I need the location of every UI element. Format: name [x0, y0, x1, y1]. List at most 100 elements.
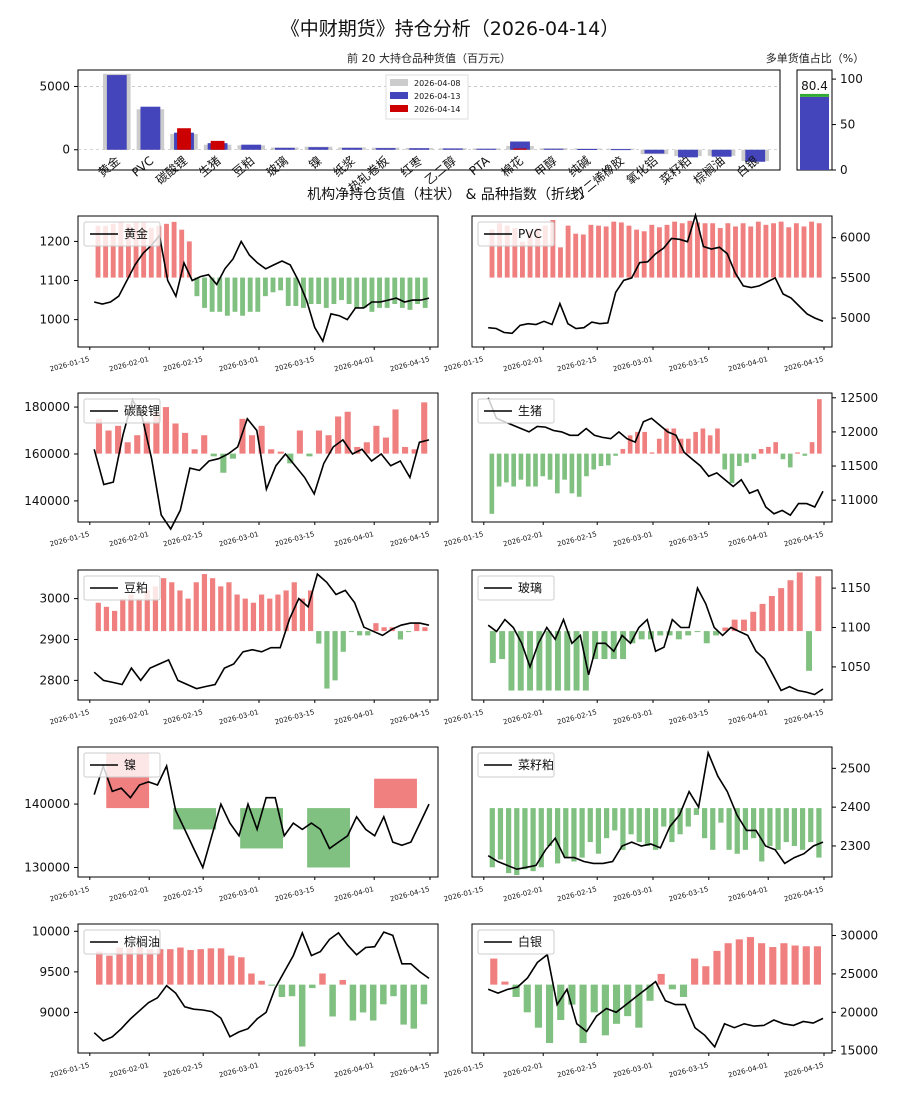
- panel-hog-bar: [715, 428, 720, 454]
- panel-palm-bar: [390, 984, 397, 997]
- panel-pvc-bar: [565, 225, 571, 278]
- panel-glass-ytick-label: 1050: [840, 660, 871, 674]
- panel-hog-ytick-label: 11000: [840, 493, 878, 507]
- panel-rapemeal-bar: [767, 808, 773, 846]
- panel-soymeal-bar: [414, 623, 420, 632]
- panel-silver-bar: [735, 939, 743, 985]
- panel-pvc-bar: [786, 227, 792, 278]
- panel-silver-bar: [802, 946, 810, 985]
- panel-rapemeal-bar: [701, 808, 708, 839]
- panel-rapemeal-index-line: [487, 749, 824, 871]
- top20-bar-1: [308, 147, 329, 150]
- panel-glass-bar: [703, 631, 710, 644]
- panel-hog-bar: [671, 428, 677, 454]
- panel-soymeal-bar: [422, 627, 428, 632]
- panel-palm-ytick-label: 10000: [32, 924, 70, 938]
- panel-soymeal-xtick-label: 2026-02-01: [108, 708, 149, 726]
- panel-soymeal-bar: [144, 590, 150, 632]
- panel-soymeal-bar: [136, 598, 142, 632]
- panel-palm-bar: [156, 949, 164, 985]
- panel-lithium-bar: [421, 402, 428, 454]
- panel-gold-bar: [399, 277, 405, 308]
- panel-glass-bar: [620, 631, 627, 660]
- panel-nickel-xtick-label: 2026-04-15: [389, 885, 430, 903]
- panel-rapemeal-bar: [693, 808, 700, 815]
- top20-bar-1: [711, 149, 732, 157]
- panel-soymeal-bar: [128, 594, 134, 632]
- panel-glass-xtick-label: 2026-02-15: [556, 708, 597, 726]
- panel-palm-xtick-label: 2026-01-15: [49, 1061, 90, 1079]
- panel-pvc-bar: [603, 226, 609, 278]
- panel-glass-bar: [685, 631, 692, 636]
- panel-gold-xtick-label: 2026-03-01: [218, 355, 259, 373]
- panel-rapemeal-bar: [710, 808, 716, 850]
- panel-gold-bar: [346, 277, 352, 304]
- panel-pvc-bar: [489, 229, 495, 278]
- panel-hog-bar: [758, 448, 764, 454]
- panel-hog-ytick-label: 12500: [840, 391, 878, 405]
- panel-soymeal-bar: [95, 602, 101, 632]
- panel-nickel-xtick-label: 2026-03-15: [274, 885, 315, 903]
- panel-hog-bar: [547, 453, 553, 480]
- panel-pvc-bar: [542, 225, 548, 278]
- panel-hog-xtick-label: 2026-02-01: [502, 530, 543, 548]
- panel-gold-ytick-label: 1000: [39, 313, 70, 327]
- panel-hog-bar: [504, 453, 509, 483]
- panel-gold-frame: [77, 215, 439, 348]
- panel-lithium-xtick-label: 2026-04-15: [389, 530, 430, 548]
- panel-pvc-bar: [763, 224, 769, 278]
- top20-bar-1: [476, 148, 497, 150]
- panel-rapemeal-ytick-label: 2300: [840, 839, 871, 853]
- panel-pvc-bar: [656, 227, 662, 278]
- panel-soymeal-bar: [283, 590, 289, 632]
- panel-rapemeal-bar: [750, 808, 757, 839]
- panel-hog-xtick-label: 2026-03-01: [612, 530, 653, 548]
- panel-hog-bar: [562, 453, 567, 480]
- panel-soymeal-bar: [120, 598, 126, 632]
- panel-hog-bar: [787, 453, 793, 468]
- panel-rapemeal-ytick-label: 2500: [840, 761, 871, 775]
- panel-rapemeal-bar: [685, 808, 691, 827]
- panel-glass-legend-box: [477, 575, 555, 601]
- panel-glass-bar: [787, 580, 794, 632]
- panel-soymeal-bar: [242, 598, 248, 632]
- panel-lithium-bar: [268, 449, 275, 454]
- panel-hog-bar: [605, 453, 611, 466]
- panel-glass-bar: [815, 576, 822, 632]
- panel-glass-bar: [499, 631, 506, 660]
- panel-hog-bar: [569, 453, 575, 494]
- panel-palm-bar: [136, 947, 144, 985]
- panel-hog-bar: [525, 453, 531, 487]
- panel-gold-bar: [270, 277, 276, 293]
- panel-nickel-xtick-label: 2026-03-01: [218, 885, 259, 903]
- panel-lithium-xtick-label: 2026-03-15: [274, 530, 315, 548]
- panel-gold-bar: [217, 277, 223, 312]
- panel-soymeal-ytick-label: 2900: [39, 632, 70, 646]
- panel-rapemeal-bar: [579, 808, 585, 858]
- panel-rapemeal-xtick-label: 2026-02-15: [556, 885, 597, 903]
- panel-gold-bar: [247, 277, 253, 312]
- panel-lithium-bar: [124, 442, 131, 454]
- top20-bar-1: [106, 75, 127, 150]
- panel-soymeal-bar: [405, 631, 412, 633]
- panel-palm-bar: [146, 949, 154, 985]
- panel-rapemeal-bar: [522, 808, 528, 870]
- panel-silver-ytick-label: 20000: [840, 1005, 878, 1019]
- top20-bar-2: [513, 148, 527, 150]
- panel-soymeal-bar: [185, 598, 191, 632]
- panel-glass-xtick-label: 2026-01-15: [443, 708, 484, 726]
- panel-lithium-xtick-label: 2026-04-01: [333, 530, 374, 548]
- panel-palm-bar: [380, 984, 387, 1005]
- panel-rapemeal-bar: [489, 808, 495, 868]
- panel-rapemeal-bar: [775, 808, 781, 850]
- panel-rapemeal-bar: [661, 808, 667, 827]
- panel-hog-bar: [598, 453, 604, 467]
- panel-lithium-xtick-label: 2026-02-15: [162, 530, 203, 548]
- panel-soymeal-xtick-label: 2026-04-15: [389, 708, 430, 726]
- panel-lithium-bar: [335, 416, 342, 454]
- panel-silver-bar: [635, 984, 643, 1028]
- panel-hog-bar: [780, 453, 786, 460]
- panel-palm-xtick-label: 2026-03-15: [274, 1061, 315, 1079]
- panel-hog-bar: [511, 453, 517, 487]
- panel-gold-bar: [232, 277, 238, 312]
